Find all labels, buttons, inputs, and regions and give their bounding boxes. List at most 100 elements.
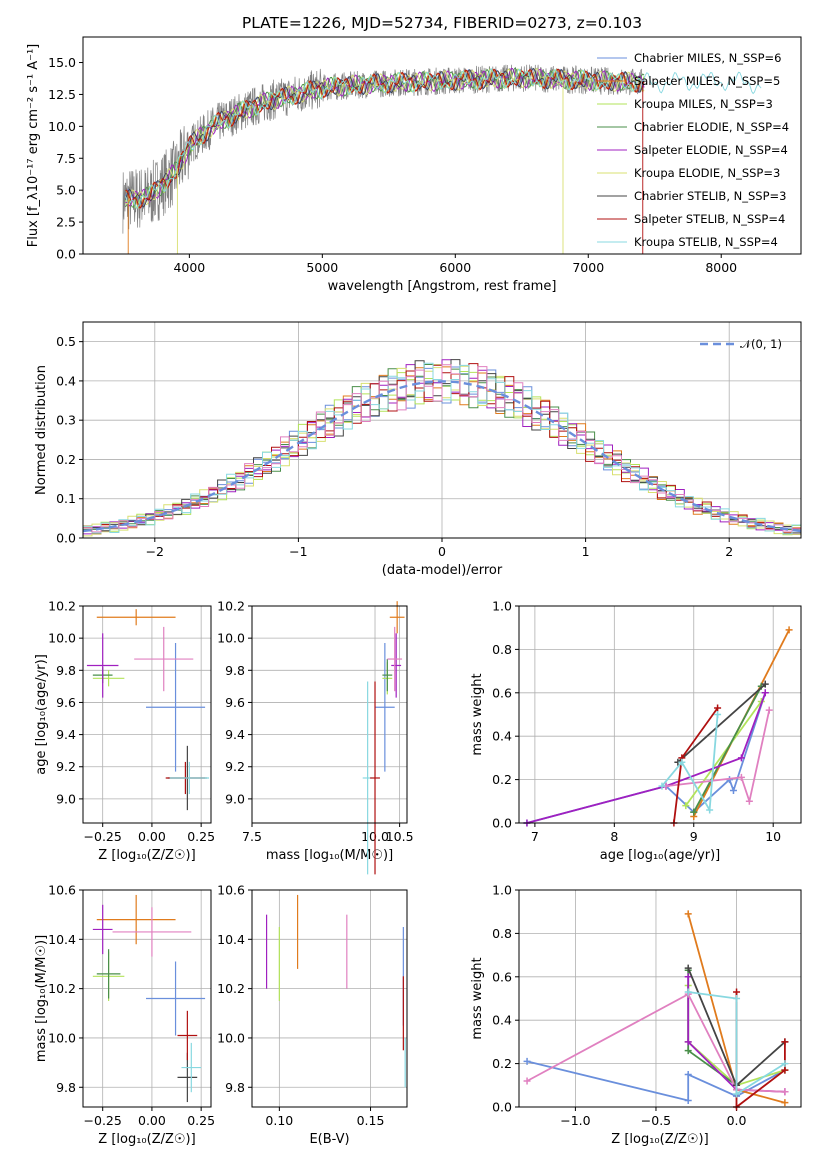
- legend-entry: Kroupa MILES, N_SSP=3: [634, 97, 773, 111]
- y-tick-label: 10.2: [217, 981, 245, 996]
- data-point-marker: [684, 988, 692, 996]
- axes-frame: [82, 321, 802, 539]
- y-tick-label: 9.2: [56, 759, 76, 774]
- x-tick-label: −0.25: [84, 1113, 122, 1128]
- x-tick-label: 1: [582, 544, 590, 559]
- y-tick-label: 9.8: [225, 663, 245, 678]
- y-axis-label: age [log₁₀(age/yr)]: [34, 654, 49, 775]
- histogram-step: [83, 364, 801, 533]
- y-tick-label: 10.0: [217, 1030, 245, 1045]
- data-point-marker: [733, 1090, 741, 1098]
- legend-entry: Salpeter ELODIE, N_SSP=4: [634, 143, 788, 157]
- data-point-marker: [781, 1099, 789, 1107]
- y-tick-label: 15.0: [48, 55, 76, 70]
- mass-weight-line: [677, 683, 766, 763]
- y-tick-label: 0.3: [56, 413, 76, 428]
- y-tick-label: 0.5: [56, 334, 76, 349]
- x-tick-label: −1.0: [560, 1113, 590, 1128]
- x-tick-label: 8000: [705, 260, 737, 275]
- axes-frame: [251, 889, 408, 1108]
- x-tick-label: 0.00: [138, 1113, 166, 1128]
- y-tick-label: 10.6: [48, 883, 76, 898]
- axes-frame: [82, 36, 802, 255]
- y-tick-label: 10.2: [48, 599, 76, 614]
- data-point-marker: [706, 806, 714, 814]
- legend-entry: Salpeter STELIB, N_SSP=4: [634, 212, 785, 226]
- normal-curve: [82, 380, 802, 533]
- x-tick-label: 8: [610, 829, 618, 844]
- x-axis-label: mass [log₁₀(M/M☉)]: [266, 848, 393, 863]
- axes-frame: [251, 605, 408, 824]
- x-tick-label: 0.25: [187, 829, 215, 844]
- data-point-marker: [714, 711, 722, 718]
- mass-weight-line: [526, 692, 767, 824]
- data-point-marker: [684, 1096, 692, 1104]
- x-tick-label: −2: [146, 544, 164, 559]
- x-axis-label: wavelength [Angstrom, rest frame]: [328, 279, 557, 294]
- x-tick-label: 10: [765, 829, 781, 844]
- x-tick-label: 7000: [572, 260, 604, 275]
- data-point-marker: [737, 754, 745, 762]
- y-axis-label: mass [log₁₀(M/M☉)]: [34, 935, 49, 1062]
- model-fit-line: [125, 67, 645, 208]
- y-tick-label: 10.0: [48, 1030, 76, 1045]
- y-tick-label: 0.4: [492, 1013, 512, 1028]
- x-tick-label: 10.5: [386, 829, 414, 844]
- y-tick-label: 10.4: [48, 932, 76, 947]
- axes-frame: [82, 605, 212, 824]
- data-point-marker: [684, 1047, 692, 1055]
- y-tick-label: 0.8: [492, 642, 512, 657]
- axes-2: [79, 605, 211, 827]
- x-tick-label: 0.15: [357, 1113, 385, 1128]
- y-tick-label: 5.0: [56, 183, 76, 198]
- x-tick-label: 6000: [439, 260, 471, 275]
- y-tick-label: 12.5: [48, 87, 76, 102]
- legend-entry: Salpeter MILES, N_SSP=5: [634, 74, 780, 88]
- legend-entry: Chabrier MILES, N_SSP=6: [634, 51, 781, 65]
- axes-frame: [518, 889, 802, 1108]
- y-tick-label: 9.8: [56, 1080, 76, 1095]
- x-tick-label: 0: [438, 544, 446, 559]
- data-point-marker: [781, 1060, 789, 1068]
- x-tick-label: 0.25: [187, 1113, 215, 1128]
- data-point-marker: [684, 1038, 692, 1046]
- y-axis-label: Flux [f_λ10⁻¹⁷ erg cm⁻² s⁻¹ A⁻¹]: [26, 44, 41, 248]
- chart-title: PLATE=1226, MJD=52734, FIBERID=0273, z=0…: [242, 14, 642, 32]
- axes-frame: [518, 605, 802, 824]
- data-point-marker: [729, 786, 737, 794]
- mass-weight-line: [526, 992, 785, 1093]
- legend-entry: 𝒩(0, 1): [740, 337, 782, 351]
- x-tick-label: 0.00: [138, 829, 166, 844]
- y-tick-label: 9.6: [225, 695, 245, 710]
- y-tick-label: 0.2: [492, 772, 512, 787]
- y-tick-label: 0.4: [56, 373, 76, 388]
- y-tick-label: 0.6: [492, 685, 512, 700]
- model-fit-line: [125, 68, 645, 209]
- y-tick-label: 10.2: [217, 599, 245, 614]
- y-tick-label: 9.4: [225, 727, 245, 742]
- x-axis-label: Z [log₁₀(Z/Z☉)]: [98, 848, 195, 863]
- data-point-marker: [684, 1070, 692, 1078]
- y-tick-label: 0.4: [492, 729, 512, 744]
- y-tick-label: 10.0: [48, 119, 76, 134]
- y-tick-label: 0.0: [56, 531, 76, 546]
- model-fit-line: [125, 68, 645, 207]
- y-tick-label: 9.0: [225, 791, 245, 806]
- y-tick-label: 0.2: [56, 452, 76, 467]
- x-tick-label: −0.25: [84, 829, 122, 844]
- y-tick-label: 1.0: [492, 883, 512, 898]
- data-point-marker: [761, 680, 769, 688]
- data-point-marker: [523, 1077, 531, 1085]
- y-tick-label: 10.2: [48, 981, 76, 996]
- y-tick-label: 9.8: [225, 1080, 245, 1095]
- axes-6: [248, 889, 407, 1111]
- data-point-marker: [684, 910, 692, 918]
- data-point-marker: [781, 1088, 789, 1096]
- y-tick-label: 10.0: [48, 631, 76, 646]
- y-tick-label: 0.1: [56, 491, 76, 506]
- mass-weight-line: [665, 710, 771, 805]
- legend-entry: Chabrier ELODIE, N_SSP=4: [634, 120, 789, 134]
- x-tick-label: 4000: [173, 260, 205, 275]
- x-tick-label: −1: [289, 544, 307, 559]
